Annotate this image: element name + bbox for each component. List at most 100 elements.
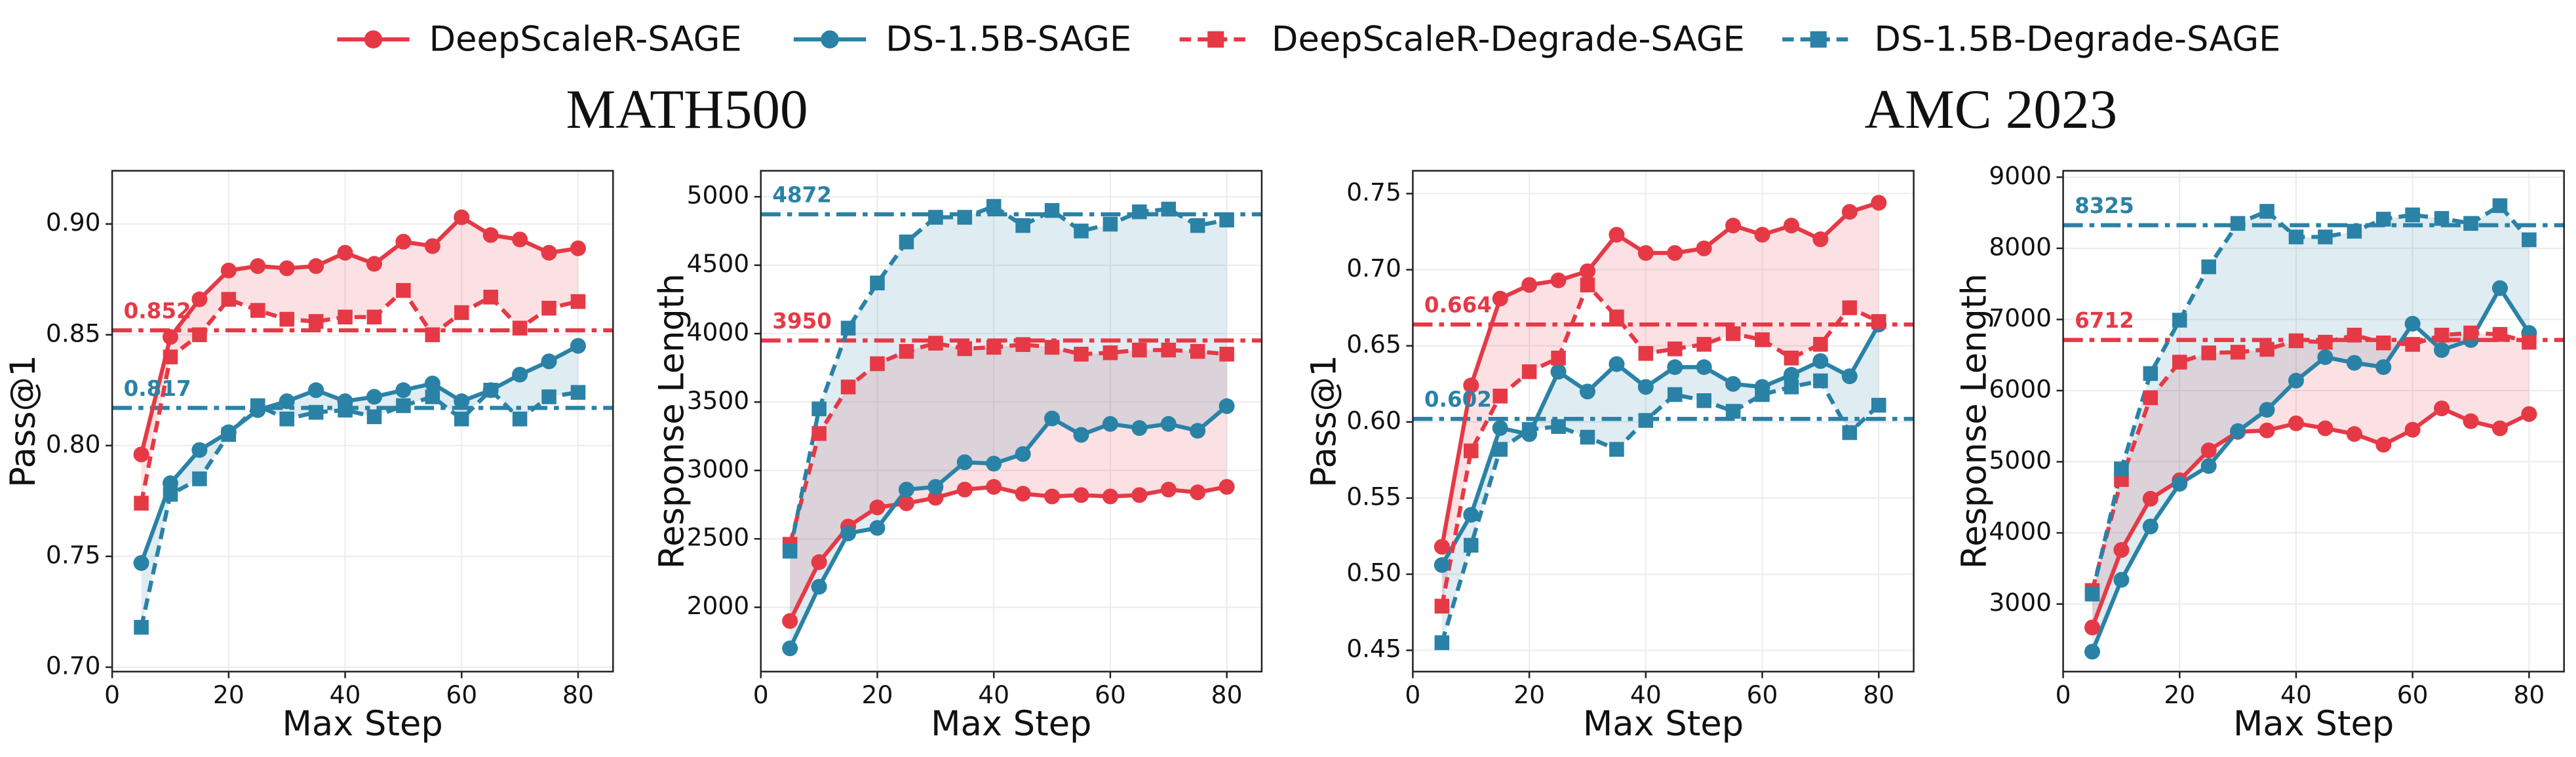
marker bbox=[1073, 487, 1089, 503]
y-tick-label: 0.60 bbox=[1346, 406, 1401, 435]
x-axis-label: Max Step bbox=[2233, 704, 2394, 744]
marker bbox=[956, 482, 973, 498]
marker bbox=[541, 389, 556, 404]
plot-area bbox=[760, 199, 1262, 657]
series-line bbox=[2090, 203, 2531, 595]
marker bbox=[1102, 488, 1118, 505]
series-line bbox=[139, 387, 579, 628]
band bbox=[141, 217, 578, 503]
marker bbox=[570, 294, 586, 309]
marker bbox=[424, 238, 440, 254]
marker bbox=[1492, 420, 1508, 437]
marker bbox=[2347, 328, 2362, 343]
y-tick-label: 6000 bbox=[1989, 374, 2052, 403]
marker bbox=[1493, 389, 1508, 404]
marker bbox=[541, 353, 557, 370]
marker bbox=[191, 442, 208, 458]
marker bbox=[2288, 229, 2304, 244]
marker bbox=[1434, 598, 1450, 614]
marker bbox=[512, 366, 528, 383]
marker bbox=[1434, 539, 1450, 555]
y-tick-label: 0.80 bbox=[46, 429, 101, 458]
marker bbox=[2434, 328, 2449, 343]
marker bbox=[1638, 413, 1654, 428]
marker bbox=[1492, 290, 1508, 307]
series-line bbox=[2090, 406, 2530, 629]
marker bbox=[956, 454, 973, 471]
marker bbox=[870, 275, 885, 291]
reference-label: 0.852 bbox=[124, 298, 191, 323]
reference-label: 3950 bbox=[772, 309, 832, 334]
marker bbox=[2084, 587, 2100, 602]
marker bbox=[2317, 349, 2333, 365]
series-line bbox=[788, 341, 1227, 545]
y-tick-label: 3000 bbox=[687, 454, 750, 483]
x-tick-label: 60 bbox=[446, 680, 477, 709]
marker bbox=[192, 471, 207, 486]
marker bbox=[1044, 340, 1060, 355]
subplot: 3000 4000 5000 6000 7000 8000 9000 0 20 40 60 80 832… bbox=[1954, 161, 2565, 744]
marker bbox=[2172, 355, 2187, 370]
marker bbox=[811, 401, 827, 417]
marker bbox=[1434, 557, 1450, 573]
marker bbox=[396, 398, 411, 414]
marker bbox=[2288, 372, 2305, 389]
marker bbox=[2259, 422, 2275, 438]
marker bbox=[1550, 364, 1567, 380]
marker bbox=[2491, 280, 2508, 296]
y-tick-label: 5000 bbox=[687, 181, 750, 210]
marker bbox=[220, 262, 237, 279]
marker bbox=[1015, 446, 1031, 462]
y-tick-label: 4500 bbox=[687, 249, 750, 278]
marker bbox=[570, 338, 586, 354]
series-line bbox=[139, 214, 579, 456]
marker bbox=[986, 340, 1002, 355]
marker bbox=[338, 309, 353, 324]
marker bbox=[986, 199, 1002, 214]
marker bbox=[1521, 277, 1538, 293]
marker bbox=[1044, 488, 1061, 505]
marker bbox=[1667, 341, 1683, 357]
y-tick-label: 3500 bbox=[687, 386, 750, 415]
marker bbox=[2200, 457, 2217, 475]
marker bbox=[1103, 345, 1118, 360]
marker bbox=[2434, 211, 2449, 226]
marker bbox=[512, 320, 528, 336]
marker bbox=[279, 260, 295, 277]
marker bbox=[1842, 425, 1858, 440]
marker bbox=[870, 356, 885, 372]
y-axis-label: Pass@1 bbox=[1304, 355, 1344, 488]
marker bbox=[1044, 410, 1061, 427]
y-tick-label: 4000 bbox=[1989, 517, 2052, 546]
marker bbox=[2318, 334, 2333, 350]
marker bbox=[1638, 346, 1654, 361]
marker bbox=[512, 231, 528, 248]
marker bbox=[986, 456, 1002, 472]
x-axis-label: Max Step bbox=[931, 704, 1091, 744]
marker bbox=[279, 411, 294, 427]
marker bbox=[2404, 421, 2421, 438]
marker bbox=[782, 613, 798, 629]
marker bbox=[1015, 486, 1031, 502]
y-tick-label: 0.85 bbox=[46, 319, 101, 347]
band bbox=[1441, 324, 1879, 643]
marker bbox=[454, 305, 469, 320]
marker bbox=[454, 411, 469, 427]
marker bbox=[2522, 232, 2537, 248]
reference-label: 6712 bbox=[2075, 308, 2134, 333]
y-axis-label: Response Length bbox=[1954, 273, 1994, 569]
marker bbox=[1103, 216, 1118, 232]
marker bbox=[366, 409, 382, 425]
x-tick-label: 0 bbox=[753, 680, 769, 709]
x-tick-label: 0 bbox=[1405, 680, 1420, 709]
marker bbox=[482, 227, 499, 243]
marker bbox=[395, 233, 412, 250]
marker bbox=[840, 379, 856, 395]
series-line bbox=[2090, 330, 2530, 591]
series-line bbox=[788, 204, 1228, 552]
band bbox=[2092, 333, 2529, 628]
marker bbox=[782, 640, 798, 657]
marker bbox=[1579, 383, 1596, 400]
marker bbox=[1434, 635, 1450, 650]
marker bbox=[1637, 379, 1654, 395]
